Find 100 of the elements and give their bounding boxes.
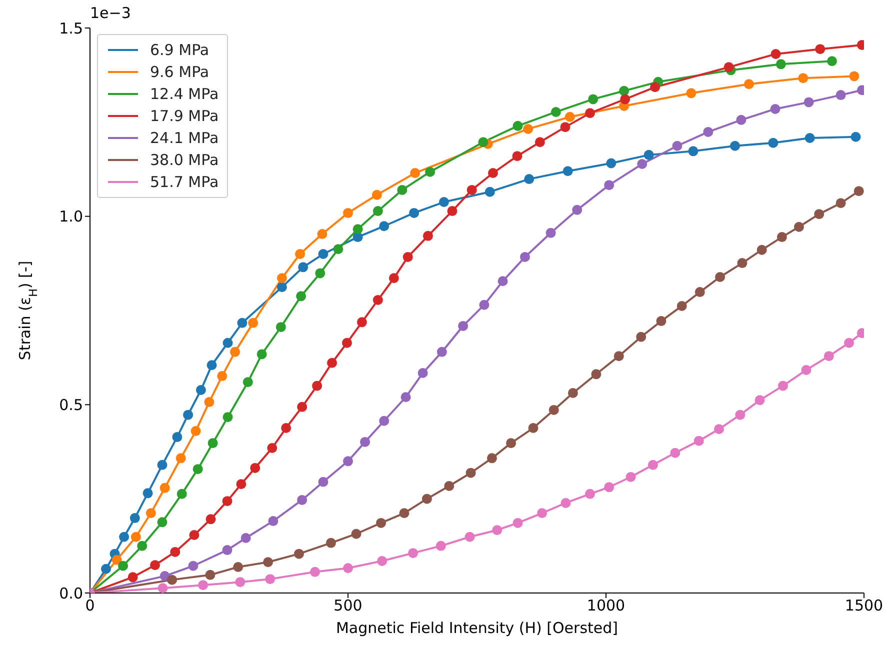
point (170, 546, 180, 557)
point (351, 528, 362, 539)
point (614, 351, 624, 362)
point (438, 197, 449, 208)
point (298, 262, 308, 272)
point (572, 204, 582, 215)
point (844, 338, 854, 348)
point (206, 360, 217, 370)
point (310, 566, 320, 577)
point (703, 126, 714, 137)
point (235, 577, 246, 588)
point (118, 560, 128, 571)
point (756, 244, 767, 255)
point (560, 122, 570, 132)
point (352, 224, 363, 234)
point (422, 230, 433, 241)
point (265, 574, 276, 584)
point (436, 540, 446, 551)
point (444, 481, 454, 492)
x-tick-label: 0 (85, 596, 95, 615)
point (343, 456, 353, 466)
point (326, 538, 336, 548)
point (814, 209, 824, 220)
point (190, 426, 201, 436)
point (636, 332, 646, 342)
point (512, 120, 523, 131)
point (506, 438, 516, 448)
point (222, 545, 232, 556)
point (498, 276, 508, 286)
point (479, 300, 490, 310)
point (388, 273, 399, 284)
point (550, 106, 561, 117)
x-tick-label: 1500 (844, 596, 884, 615)
point (318, 476, 328, 487)
point (488, 168, 498, 178)
point (119, 532, 130, 542)
point (724, 62, 734, 72)
point (562, 166, 573, 176)
point (537, 508, 548, 518)
point (333, 244, 344, 254)
point (604, 482, 614, 492)
point (486, 453, 497, 464)
point (379, 221, 390, 232)
y-tick-label: 0.0 (59, 584, 83, 602)
point (150, 560, 160, 570)
point (484, 186, 495, 197)
point (534, 137, 545, 148)
point (588, 94, 598, 104)
point (770, 48, 781, 59)
point (694, 436, 704, 446)
point (546, 228, 556, 238)
point (670, 448, 680, 458)
point (715, 272, 726, 282)
point (801, 365, 812, 376)
point (520, 252, 530, 262)
point (650, 82, 660, 92)
point (248, 318, 258, 328)
point (512, 518, 523, 528)
point (295, 249, 306, 259)
point (343, 563, 353, 574)
point (372, 206, 383, 216)
point (744, 79, 754, 90)
point (637, 158, 648, 169)
point (436, 346, 447, 357)
point (512, 151, 522, 162)
point (804, 97, 814, 108)
point (176, 453, 186, 464)
point (356, 317, 367, 328)
point (768, 138, 778, 148)
point (112, 554, 122, 565)
point (528, 423, 538, 434)
point (297, 402, 308, 412)
point (222, 412, 233, 422)
point (130, 513, 140, 524)
point (447, 206, 458, 216)
legend-label: 24.1 MPa (150, 129, 219, 147)
point (342, 338, 352, 348)
point (620, 94, 630, 104)
y-tick-label: 0.5 (59, 396, 83, 414)
point (694, 287, 705, 298)
point (564, 112, 575, 122)
point (425, 166, 436, 177)
point (464, 532, 475, 542)
point (128, 572, 138, 582)
point (735, 410, 746, 420)
point (409, 208, 420, 218)
point (410, 168, 420, 178)
point (478, 137, 488, 148)
point (208, 438, 218, 448)
legend-label: 12.4 MPa (150, 85, 219, 103)
point (523, 124, 534, 134)
point (230, 346, 240, 357)
point (222, 496, 232, 506)
point (644, 150, 654, 160)
point (397, 184, 408, 195)
point (222, 338, 233, 348)
point (256, 349, 267, 360)
point (676, 300, 687, 311)
legend-label: 38.0 MPa (150, 151, 219, 169)
point (836, 198, 846, 208)
